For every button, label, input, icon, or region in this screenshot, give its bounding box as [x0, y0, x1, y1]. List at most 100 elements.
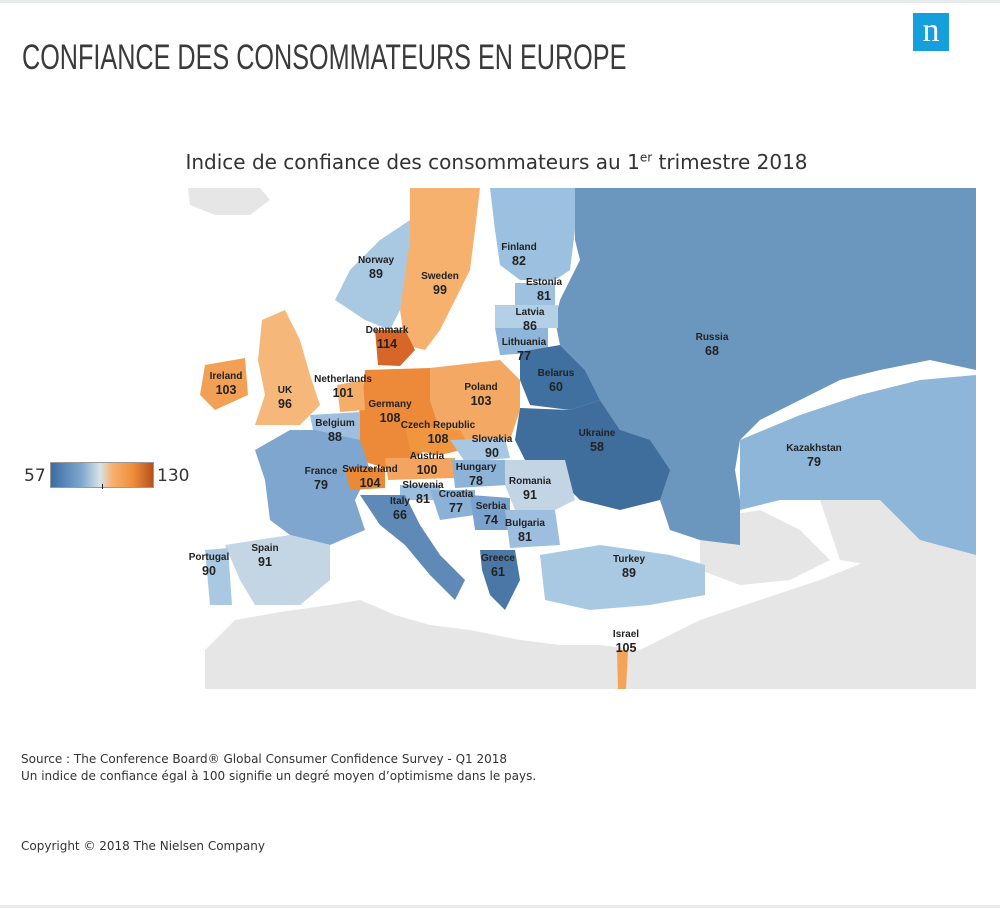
country-name-label: Spain: [251, 543, 278, 554]
map-subtitle: Indice de confiance des consommateurs au…: [0, 150, 993, 174]
spain-shape: [225, 535, 330, 605]
country-value-label: 61: [491, 565, 505, 579]
country-value-label: 90: [202, 564, 216, 578]
estonia-shape: [515, 283, 555, 305]
country-name-label: Czech Republic: [401, 420, 476, 431]
country-value-label: 89: [622, 566, 636, 580]
legend-min-label: 57: [24, 466, 46, 486]
country-value-label: 99: [433, 283, 447, 297]
bottom-rule: [0, 905, 1000, 908]
country-value-label: 114: [377, 337, 397, 351]
austria-shape: [385, 458, 455, 480]
country-value-label: 91: [258, 555, 272, 569]
country-name-label: Italy: [390, 496, 410, 507]
kazakhstan-shape: [740, 375, 976, 555]
country-value-label: 90: [485, 446, 499, 460]
nielsen-logo: n: [913, 13, 949, 51]
country-value-label: 103: [216, 383, 237, 397]
country-name-label: Bulgaria: [505, 518, 545, 529]
country-value-label: 96: [278, 397, 292, 411]
europe-map: Norway 89 Sweden 99 Finland 82 Estonia 81 Latvia…: [85, 188, 976, 690]
iceland-shape: [188, 188, 270, 215]
country-name-label: Croatia: [439, 489, 474, 500]
country-name-label: Israel: [613, 629, 639, 640]
czech-shape: [405, 425, 470, 455]
country-value-label: 81: [518, 530, 532, 544]
ireland-shape: [200, 358, 248, 410]
copyright-note: Copyright © 2018 The Nielsen Company: [21, 839, 265, 853]
page-title: CONFIANCE DES CONSOMMATEURS EN EUROPE: [22, 38, 627, 77]
country-name-label: Russia: [696, 332, 729, 343]
country-value-label: 82: [512, 254, 526, 268]
serbia-shape: [470, 495, 510, 530]
israel-shape: [617, 650, 628, 690]
legend-tick: [102, 484, 103, 489]
country-value-label: 81: [416, 492, 430, 506]
hungary-shape: [452, 460, 508, 488]
country-value-label: 108: [428, 432, 449, 446]
country-name-label: Greece: [481, 553, 515, 564]
country-value-label: 81: [537, 289, 551, 303]
bulgaria-shape: [505, 510, 560, 548]
country-name-label: Sweden: [421, 271, 459, 282]
country-name-label: Switzerland: [342, 464, 398, 475]
ukraine-shape: [515, 400, 670, 510]
country-name-label: Portugal: [189, 552, 230, 563]
legend-max-label: 130: [157, 466, 190, 486]
country-name-label: Ireland: [210, 371, 243, 382]
country-name-label: Denmark: [366, 325, 409, 336]
country-value-label: 100: [417, 463, 438, 477]
country-value-label: 79: [314, 478, 328, 492]
country-name-label: Belgium: [315, 418, 355, 429]
country-value-label: 104: [360, 476, 381, 490]
portugal-shape: [205, 548, 232, 605]
subtitle-main: Indice de confiance des consommateurs au…: [185, 150, 640, 174]
country-name-label: Belarus: [538, 368, 575, 379]
country-name-label: Slovenia: [402, 480, 444, 491]
country-name-label: Lithuania: [502, 337, 547, 348]
finland-shape: [490, 188, 575, 280]
logo-letter: n: [922, 12, 940, 49]
poland-shape: [430, 360, 520, 445]
country-value-label: 58: [590, 440, 604, 454]
country-name-label: France: [305, 466, 338, 477]
croatia-shape: [430, 490, 475, 520]
latvia-shape: [495, 305, 558, 328]
romania-shape: [505, 460, 575, 510]
country-name-label: Germany: [368, 399, 412, 410]
north-africa-shape: [205, 540, 976, 689]
country-name-label: Netherlands: [314, 374, 372, 385]
country-value-label: 68: [705, 344, 719, 358]
country-name-label: Serbia: [476, 501, 507, 512]
country-name-label: Kazakhstan: [786, 443, 842, 454]
country-name-label: Austria: [410, 451, 445, 462]
france-shape: [255, 430, 370, 545]
greece-shape: [480, 550, 520, 610]
country-value-label: 86: [523, 319, 537, 333]
country-name-label: Turkey: [613, 554, 645, 565]
netherlands-shape: [337, 380, 365, 412]
italy-shape: [360, 495, 465, 600]
country-value-label: 101: [333, 386, 354, 400]
country-name-label: Finland: [501, 242, 537, 253]
country-name-label: Poland: [464, 382, 497, 393]
country-value-label: 91: [523, 488, 537, 502]
country-name-label: Estonia: [526, 277, 563, 288]
slovakia-shape: [450, 438, 510, 462]
country-value-label: 105: [616, 641, 637, 655]
country-name-label: Norway: [358, 255, 395, 266]
country-value-label: 89: [369, 267, 383, 281]
denmark-shape: [375, 330, 415, 366]
country-value-label: 88: [328, 430, 342, 444]
subtitle-superscript: er: [639, 150, 653, 165]
slovenia-shape: [400, 485, 440, 500]
sweden-shape: [400, 188, 480, 350]
country-value-label: 66: [393, 508, 407, 522]
subtitle-end: trimestre 2018: [652, 150, 808, 174]
country-name-label: Ukraine: [579, 428, 616, 439]
country-value-label: 78: [469, 474, 483, 488]
country-name-label: Hungary: [456, 462, 497, 473]
country-value-label: 79: [807, 455, 821, 469]
